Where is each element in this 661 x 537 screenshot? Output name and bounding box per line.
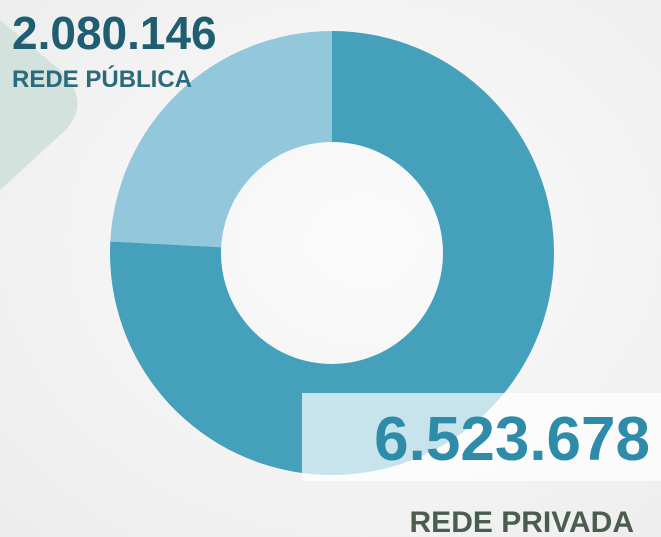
decor-shape [0, 20, 78, 190]
value-label: 2.080.146 [12, 7, 217, 59]
labels: 2.080.146 REDE PÚBLICA 6.523.678 REDE PRIVA… [12, 7, 650, 537]
value-label: 6.523.678 [374, 405, 650, 474]
slice [110, 31, 555, 475]
category-label: REDE PRIVADA [410, 506, 634, 537]
label-box [302, 393, 661, 481]
category-label: REDE PÚBLICA [12, 65, 192, 93]
slice [110, 31, 332, 248]
donut [110, 31, 555, 475]
